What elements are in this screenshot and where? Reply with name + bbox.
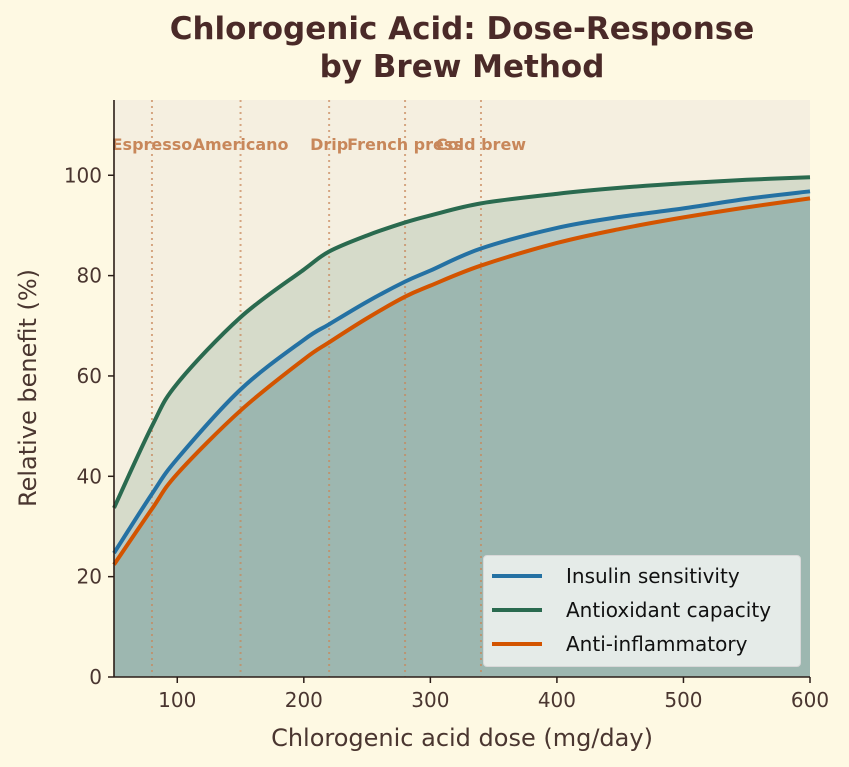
legend-swatch (492, 574, 542, 578)
x-axis-label: Chlorogenic acid dose (mg/day) (271, 724, 653, 752)
brew-label: French press (347, 135, 463, 154)
y-tick-label: 100 (64, 163, 102, 187)
x-tick-label: 500 (664, 688, 702, 712)
brew-label: Americano (193, 135, 289, 154)
x-tick-label: 400 (538, 688, 576, 712)
brew-label: Cold brew (436, 135, 526, 154)
series-line (112, 175, 811, 509)
series-fill (114, 177, 810, 677)
y-tick-label: 80 (77, 264, 102, 288)
y-tick-label: 0 (89, 665, 102, 689)
chart-legend: Insulin sensitivity Antioxidant capacity… (483, 555, 801, 667)
legend-item-insulin-sensitivity: Insulin sensitivity (492, 561, 740, 591)
x-tick-label: 600 (791, 688, 829, 712)
brew-label: Espresso (112, 135, 193, 154)
x-tick-label: 200 (285, 688, 323, 712)
y-axis-ticks: 0 20 40 60 80 100 (64, 163, 114, 689)
y-tick-label: 60 (77, 364, 102, 388)
legend-label: Antioxidant capacity (566, 598, 772, 622)
legend-label: Anti-inflammatory (566, 632, 748, 656)
x-axis-ticks: 100 200 300 400 500 600 (158, 677, 829, 712)
legend-item-antioxidant-capacity: Antioxidant capacity (492, 595, 771, 625)
series-lines (112, 175, 811, 566)
chart-title-line-1: Chlorogenic Acid: Dose-Response (169, 11, 755, 47)
x-tick-label: 100 (158, 688, 196, 712)
brew-label: Drip (310, 135, 348, 154)
y-tick-label: 40 (77, 464, 102, 488)
y-axis-label: Relative benefit (%) (14, 269, 42, 507)
series-line (112, 196, 811, 566)
x-tick-label: 300 (411, 688, 449, 712)
legend-swatch (492, 642, 542, 646)
chart-title-line-2: by Brew Method (319, 49, 605, 85)
chart-title: Chlorogenic Acid: Dose-Response by Brew … (0, 10, 849, 86)
y-tick-label: 20 (77, 565, 102, 589)
legend-label: Insulin sensitivity (566, 564, 740, 588)
series-line (112, 189, 811, 555)
legend-swatch (492, 608, 542, 612)
legend-item-anti-inflammatory: Anti-inflammatory (492, 629, 747, 659)
